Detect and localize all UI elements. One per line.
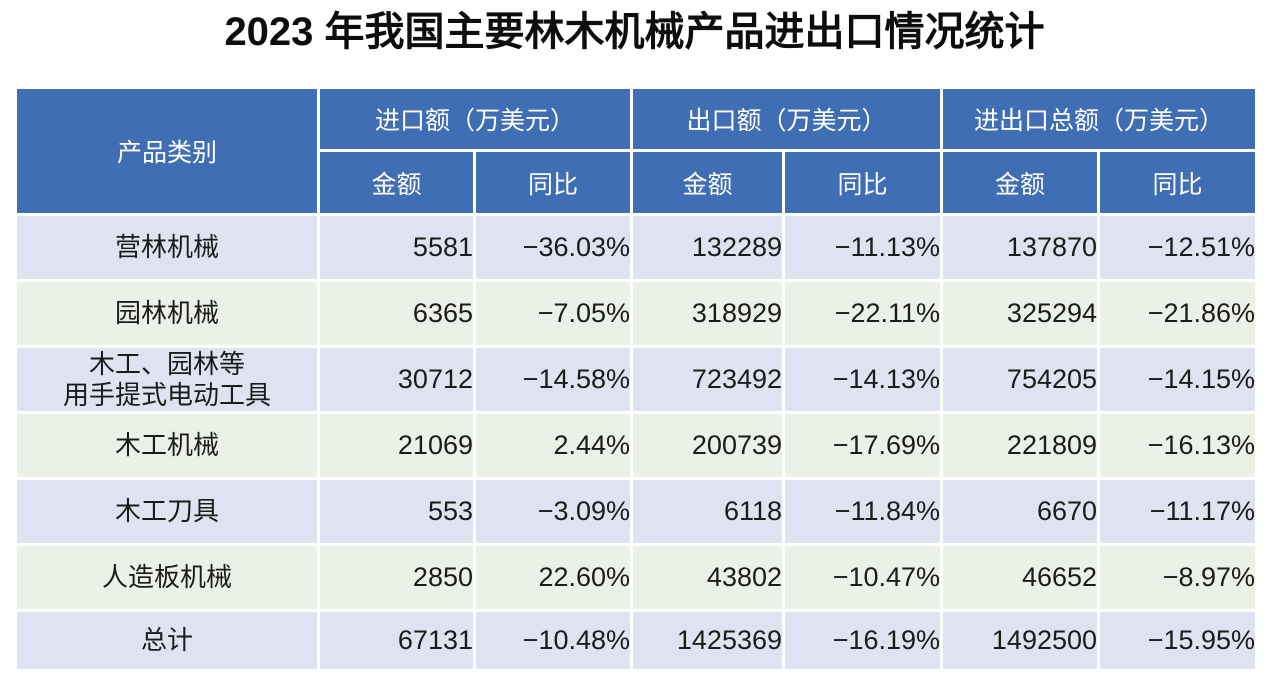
total-amount-cell: 46652 [940,543,1101,612]
import-yoy-cell: −10.48% [472,609,634,672]
table-row-woodworking-cutting-tools: 木工刀具 553 −3.09% 6118 −11.84% 6670 −11.17… [14,477,1259,546]
export-amount-cell: 43802 [630,543,786,612]
subheader-import-amount: 金额 [317,149,476,216]
total-yoy-cell: −15.95% [1097,609,1259,672]
total-amount-cell: 6670 [940,477,1101,546]
total-amount-cell: 1492500 [940,609,1101,672]
import-amount-cell: 67131 [317,609,476,672]
table-row-yinglin-machinery: 营林机械 5581 −36.03% 132289 −11.13% 137870 … [14,213,1259,282]
product-cell: 园林机械 [14,279,320,348]
import-amount-cell: 2850 [317,543,476,612]
table-row-panel-machinery: 人造板机械 2850 22.60% 43802 −10.47% 46652 −8… [14,543,1259,612]
product-cell: 木工机械 [14,411,320,480]
import-yoy-cell: −14.58% [472,345,634,414]
export-amount-cell: 1425369 [630,609,786,672]
table-row-total: 总计 67131 −10.48% 1425369 −16.19% 1492500… [14,609,1259,672]
import-yoy-cell: −7.05% [472,279,634,348]
page-title: 2023 年我国主要林木机械产品进出口情况统计 [224,10,1045,54]
product-cell: 营林机械 [14,213,320,282]
product-cell: 木工刀具 [14,477,320,546]
total-amount-cell: 754205 [940,345,1101,414]
total-yoy-cell: −12.51% [1097,213,1259,282]
column-group-import-export-total: 进出口总额（万美元） [940,86,1259,152]
subheader-total-amount: 金额 [940,149,1101,216]
total-amount-cell: 137870 [940,213,1101,282]
import-yoy-cell: −36.03% [472,213,634,282]
import-amount-cell: 21069 [317,411,476,480]
table-row-woodworking-machinery: 木工机械 21069 2.44% 200739 −17.69% 221809 −… [14,411,1259,480]
product-cell: 人造板机械 [14,543,320,612]
export-yoy-cell: −17.69% [782,411,944,480]
header-sub-row: 金额 同比 金额 同比 金额 同比 [16,149,1259,216]
import-amount-cell: 30712 [317,345,476,414]
export-amount-cell: 6118 [630,477,786,546]
total-amount-cell: 221809 [940,411,1101,480]
export-yoy-cell: −11.13% [782,213,944,282]
subheader-total-yoy: 同比 [1097,149,1259,216]
table-row-garden-machinery: 园林机械 6365 −7.05% 318929 −22.11% 325294 −… [14,279,1259,348]
export-yoy-cell: −14.13% [782,345,944,414]
export-amount-cell: 318929 [630,279,786,348]
export-amount-cell: 200739 [630,411,786,480]
import-export-statistics-table: 产品类别 进口额（万美元） 出口额（万美元） 进出口总额（万美元） 金额 同比 … [14,86,1259,672]
subheader-export-yoy: 同比 [782,149,944,216]
export-amount-cell: 723492 [630,345,786,414]
subheader-import-yoy: 同比 [472,149,634,216]
export-yoy-cell: −10.47% [782,543,944,612]
table-row-handheld-power-tools: 木工、园林等 用手提式电动工具 30712 −14.58% 723492 −14… [14,345,1259,414]
import-amount-cell: 553 [317,477,476,546]
import-yoy-cell: 2.44% [472,411,634,480]
export-amount-cell: 132289 [630,213,786,282]
import-amount-cell: 6365 [317,279,476,348]
total-amount-cell: 325294 [940,279,1101,348]
subheader-export-amount: 金额 [630,149,786,216]
total-yoy-cell: −8.97% [1097,543,1259,612]
import-yoy-cell: 22.60% [472,543,634,612]
total-yoy-cell: −21.86% [1097,279,1259,348]
column-group-import: 进口额（万美元） [316,86,634,152]
product-cell: 总计 [14,609,320,672]
column-header-product-category: 产品类别 [14,86,320,216]
import-amount-cell: 5581 [317,213,476,282]
total-yoy-cell: −14.15% [1097,345,1259,414]
table-body: 营林机械 5581 −36.03% 132289 −11.13% 137870 … [14,213,1259,672]
header-group-row: 产品类别 进口额（万美元） 出口额（万美元） 进出口总额（万美元） [14,86,1259,216]
total-yoy-cell: −11.17% [1097,477,1259,546]
export-yoy-cell: −11.84% [782,477,944,546]
total-yoy-cell: −16.13% [1097,411,1259,480]
product-cell: 木工、园林等 用手提式电动工具 [14,345,320,414]
export-yoy-cell: −22.11% [782,279,944,348]
column-group-export: 出口额（万美元） [630,86,944,152]
table-header: 产品类别 进口额（万美元） 出口额（万美元） 进出口总额（万美元） 金额 同比 … [14,86,1259,216]
import-yoy-cell: −3.09% [472,477,634,546]
export-yoy-cell: −16.19% [782,609,944,672]
